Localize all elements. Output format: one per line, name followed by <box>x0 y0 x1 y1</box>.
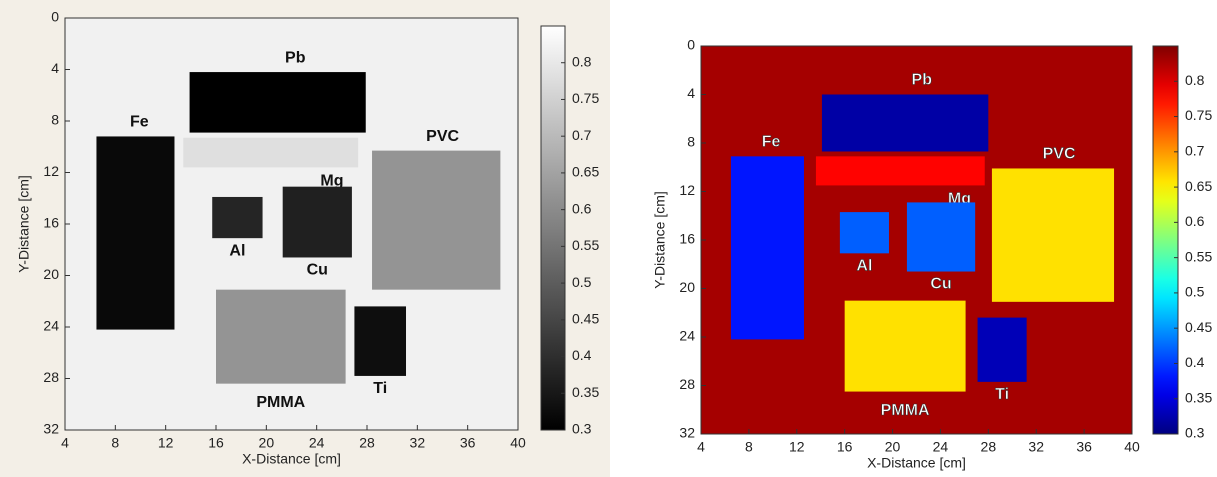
y-tick-label: 0 <box>51 9 59 25</box>
material-region <box>190 72 366 133</box>
y-tick-label: 16 <box>679 231 695 247</box>
region-label: PVC <box>426 128 459 145</box>
colorbar-tick-label: 0.55 <box>572 237 599 253</box>
material-region <box>372 151 500 290</box>
x-tick-label: 36 <box>460 435 476 451</box>
colorbar-tick-label: 0.5 <box>572 274 592 290</box>
colorbar-tick-label: 0.4 <box>572 347 592 363</box>
y-tick-label: 12 <box>43 163 59 179</box>
y-tick-label: 4 <box>687 85 695 101</box>
region-label: PVC <box>1043 146 1076 163</box>
region-label: Pb <box>285 49 306 66</box>
colorbar-tick-label: 0.5 <box>1185 284 1205 300</box>
y-tick-label: 28 <box>43 369 59 385</box>
y-tick-label: 0 <box>687 37 695 53</box>
x-tick-label: 32 <box>1028 439 1044 455</box>
colorbar-tick-label: 0.7 <box>572 127 592 143</box>
colorbar-tick-label: 0.75 <box>1185 107 1212 123</box>
material-region <box>845 301 966 392</box>
material-region <box>840 212 889 253</box>
material-region <box>992 168 1114 301</box>
region-label: Cu <box>307 262 328 279</box>
colorbar-tick-label: 0.35 <box>572 384 599 400</box>
x-tick-label: 20 <box>885 439 901 455</box>
x-tick-label: 8 <box>111 435 119 451</box>
x-tick-label: 4 <box>61 435 69 451</box>
x-tick-label: 24 <box>309 435 325 451</box>
material-region <box>283 187 352 258</box>
y-tick-label: 12 <box>679 182 695 198</box>
x-tick-label: 12 <box>158 435 174 451</box>
material-region <box>216 290 346 384</box>
colorbar-tick-label: 0.35 <box>1185 389 1212 405</box>
material-region <box>183 138 358 168</box>
x-tick-label: 16 <box>208 435 224 451</box>
material-region <box>816 156 985 185</box>
material-region <box>822 95 988 152</box>
colorbar-tick-label: 0.7 <box>1185 143 1205 159</box>
colorbar <box>541 26 565 430</box>
colorbar-tick-label: 0.6 <box>572 200 592 216</box>
x-tick-label: 28 <box>359 435 375 451</box>
colorbar-tick-label: 0.4 <box>1185 354 1205 370</box>
y-tick-label: 32 <box>679 425 695 441</box>
colorbar-tick-label: 0.3 <box>1185 425 1205 441</box>
y-tick-label: 16 <box>43 215 59 231</box>
x-tick-label: 28 <box>981 439 997 455</box>
y-tick-label: 28 <box>679 376 695 392</box>
y-tick-label: 4 <box>51 60 59 76</box>
material-region <box>978 318 1027 382</box>
y-tick-label: 24 <box>43 318 59 334</box>
region-label: Al <box>229 242 245 259</box>
x-tick-label: 8 <box>745 439 753 455</box>
material-region <box>907 202 975 271</box>
colorbar-tick-label: 0.55 <box>1185 248 1212 264</box>
colorbar-tick-label: 0.8 <box>572 53 592 69</box>
x-tick-label: 36 <box>1076 439 1092 455</box>
x-tick-label: 24 <box>933 439 949 455</box>
y-tick-label: 24 <box>679 328 695 344</box>
y-tick-label: 32 <box>43 421 59 437</box>
region-label: Cu <box>930 276 951 293</box>
colorbar-tick-label: 0.65 <box>572 164 599 180</box>
x-tick-label: 32 <box>410 435 426 451</box>
x-tick-label: 4 <box>697 439 705 455</box>
material-region <box>731 156 804 339</box>
colorbar-tick-label: 0.3 <box>572 421 592 437</box>
colorbar-tick-label: 0.45 <box>1185 319 1212 335</box>
y-tick-label: 20 <box>679 279 695 295</box>
figure: PbMgFePVCAlCuPMMATi481216202428323640048… <box>0 0 1217 477</box>
material-region <box>212 197 262 238</box>
region-label: Ti <box>995 386 1009 403</box>
colorbar-tick-label: 0.65 <box>1185 178 1212 194</box>
material-region <box>354 306 406 376</box>
region-label: Ti <box>373 380 387 397</box>
y-tick-label: 8 <box>51 112 59 128</box>
colorbar-tick-label: 0.75 <box>572 90 599 106</box>
x-tick-label: 12 <box>789 439 805 455</box>
y-tick-label: 8 <box>687 134 695 150</box>
y-tick-label: 20 <box>43 266 59 282</box>
colorbar-tick-label: 0.45 <box>572 311 599 327</box>
colorbar-tick-label: 0.8 <box>1185 72 1205 88</box>
region-label: Fe <box>762 134 781 151</box>
x-axis-label: X-Distance [cm] <box>867 455 966 471</box>
x-tick-label: 40 <box>1124 439 1140 455</box>
y-axis-label: Y-Distance [cm] <box>652 191 668 289</box>
region-label: Pb <box>912 72 933 89</box>
region-label: PMMA <box>881 402 930 419</box>
x-tick-label: 20 <box>259 435 275 451</box>
colorbar-tick-label: 0.6 <box>1185 213 1205 229</box>
region-label: PMMA <box>256 394 305 411</box>
y-axis-label: Y-Distance [cm] <box>16 175 32 273</box>
colorbar <box>1153 46 1178 434</box>
region-label: Fe <box>130 114 149 131</box>
material-region <box>96 136 174 329</box>
x-axis-label: X-Distance [cm] <box>242 451 341 467</box>
x-tick-label: 40 <box>510 435 526 451</box>
x-tick-label: 16 <box>837 439 853 455</box>
region-label: Al <box>856 258 872 275</box>
